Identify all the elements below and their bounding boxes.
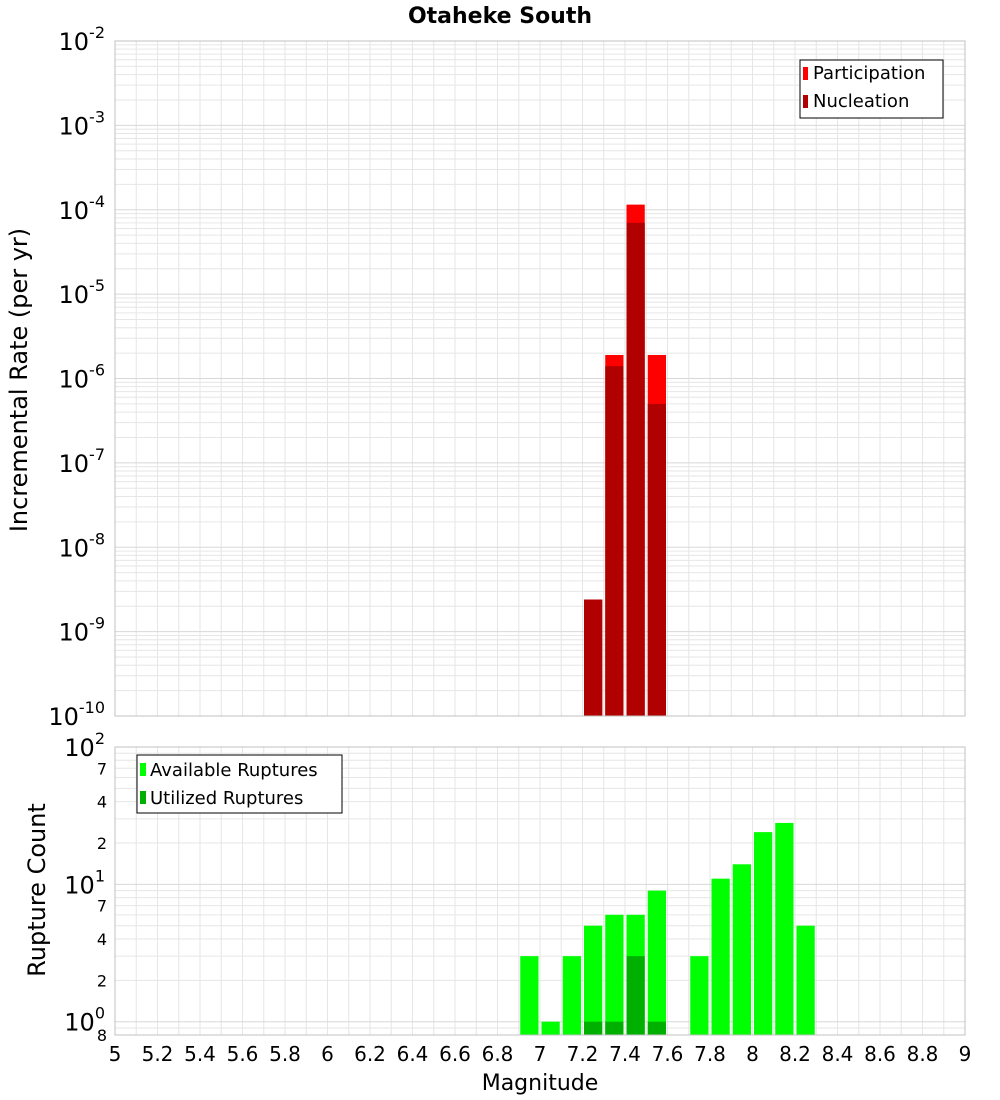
rate-y-tick-label: 10-7 bbox=[59, 445, 106, 478]
x-tick-label: 8.6 bbox=[864, 1042, 896, 1066]
utilized-legend-swatch bbox=[140, 791, 146, 804]
rate-y-tick-label: 10-6 bbox=[59, 361, 106, 394]
available-bar bbox=[775, 822, 794, 1035]
nucleation-legend-label: Nucleation bbox=[813, 91, 909, 112]
x-tick-label: 8 bbox=[746, 1042, 759, 1066]
available-bar bbox=[520, 956, 539, 1035]
nucleation-bar bbox=[626, 222, 645, 716]
count-bars bbox=[520, 822, 815, 1035]
count-y-minor-label: 7 bbox=[97, 897, 107, 916]
x-tick-label: 7 bbox=[534, 1042, 547, 1066]
chart-title: Otaheke South bbox=[408, 4, 592, 29]
utilized-bar bbox=[605, 1021, 624, 1035]
count-y-minor-label: 2 bbox=[97, 834, 107, 853]
rate-y-axis-label: Incremental Rate (per yr) bbox=[5, 228, 33, 532]
count-y-minor-label: 4 bbox=[97, 793, 107, 812]
rate-y-ticks: 10-10 10-9 10-8 10-7 10-6 10-5 10-4 10-3 10-2 bbox=[48, 23, 105, 731]
x-tick-label: 5.8 bbox=[269, 1042, 301, 1066]
nucleation-bar bbox=[605, 366, 624, 716]
rate-legend-box bbox=[799, 59, 944, 119]
count-legend-box bbox=[136, 754, 343, 814]
count-y-axis-label: Rupture Count bbox=[23, 803, 51, 977]
rate-panel: 10-10 10-9 10-8 10-7 10-6 10-5 10-4 10-3 10-2 In… bbox=[5, 23, 966, 731]
x-tick-label: 7.4 bbox=[609, 1042, 641, 1066]
x-tick-label: 6.8 bbox=[482, 1042, 514, 1066]
utilized-bar bbox=[626, 956, 645, 1035]
nucleation-bar bbox=[647, 403, 666, 716]
x-tick-label: 5 bbox=[109, 1042, 122, 1066]
x-tick-label: 7.8 bbox=[694, 1042, 726, 1066]
available-bar bbox=[541, 1021, 560, 1035]
x-tick-label: 6 bbox=[321, 1042, 334, 1066]
count-y-minor-label: 7 bbox=[97, 759, 107, 778]
available-bar bbox=[711, 878, 730, 1035]
available-legend-label: Available Ruptures bbox=[150, 760, 318, 781]
count-y-tick-label: 100 bbox=[64, 1004, 105, 1037]
count-y-ticks: 100 101 102 8 2 4 7 2 4 7 bbox=[64, 729, 107, 1045]
x-tick-label: 9 bbox=[959, 1042, 972, 1066]
x-tick-label: 6.2 bbox=[354, 1042, 386, 1066]
count-legend: Available Ruptures Utilized Ruptures bbox=[136, 754, 343, 814]
x-tick-label: 5.4 bbox=[184, 1042, 216, 1066]
available-bar bbox=[584, 925, 603, 1035]
rate-y-tick-label: 10-2 bbox=[59, 23, 106, 56]
count-y-minor-label: 2 bbox=[97, 971, 107, 990]
count-plot-frame bbox=[114, 746, 966, 1036]
x-tick-label: 5.6 bbox=[227, 1042, 259, 1066]
nucleation-bar bbox=[584, 599, 603, 716]
rate-bars bbox=[584, 204, 666, 717]
available-legend-swatch bbox=[140, 763, 146, 776]
rate-y-tick-label: 10-10 bbox=[48, 698, 105, 731]
rate-y-tick-label: 10-3 bbox=[59, 107, 106, 140]
count-y-minor-label: 8 bbox=[97, 1026, 107, 1045]
utilized-bar bbox=[647, 1021, 666, 1035]
rate-y-tick-label: 10-5 bbox=[59, 276, 106, 309]
x-tick-label: 6.4 bbox=[397, 1042, 429, 1066]
x-tick-label: 5.2 bbox=[142, 1042, 174, 1066]
count-panel: 100 101 102 8 2 4 7 2 4 7 Rupture Count Available… bbox=[23, 729, 966, 1045]
count-y-tick-label: 101 bbox=[64, 866, 105, 899]
rate-plot-frame bbox=[114, 40, 966, 717]
utilized-legend-label: Utilized Ruptures bbox=[150, 788, 303, 809]
available-bar bbox=[796, 925, 815, 1035]
count-y-tick-label: 102 bbox=[64, 729, 105, 762]
available-bar bbox=[732, 864, 751, 1035]
rate-grid bbox=[114, 41, 966, 717]
x-axis-label: Magnitude bbox=[482, 1071, 599, 1096]
rate-legend: Participation Nucleation bbox=[799, 59, 944, 119]
available-bar bbox=[647, 890, 666, 1035]
participation-legend-label: Participation bbox=[813, 63, 925, 84]
available-bar bbox=[754, 832, 773, 1035]
rate-y-tick-label: 10-4 bbox=[59, 192, 106, 225]
x-tick-label: 7.6 bbox=[652, 1042, 684, 1066]
x-tick-label: 8.2 bbox=[779, 1042, 811, 1066]
x-tick-label: 7.2 bbox=[567, 1042, 599, 1066]
rate-y-tick-label: 10-9 bbox=[59, 614, 106, 647]
available-bar bbox=[562, 956, 581, 1035]
count-y-minor-label: 4 bbox=[97, 930, 107, 949]
participation-legend-swatch bbox=[803, 67, 808, 80]
available-bar bbox=[690, 956, 709, 1035]
x-tick-label: 6.6 bbox=[439, 1042, 471, 1066]
x-tick-label: 8.8 bbox=[907, 1042, 939, 1066]
utilized-bar bbox=[584, 1021, 603, 1035]
rate-y-tick-label: 10-8 bbox=[59, 529, 106, 562]
nucleation-legend-swatch bbox=[803, 95, 808, 108]
x-tick-label: 8.4 bbox=[822, 1042, 854, 1066]
available-bar bbox=[605, 914, 624, 1035]
x-axis-ticks: 5 5.2 5.4 5.6 5.8 6 6.2 6.4 6.6 6.8 7 7.2 7.4 7.6 7.8 8… bbox=[109, 1042, 972, 1066]
